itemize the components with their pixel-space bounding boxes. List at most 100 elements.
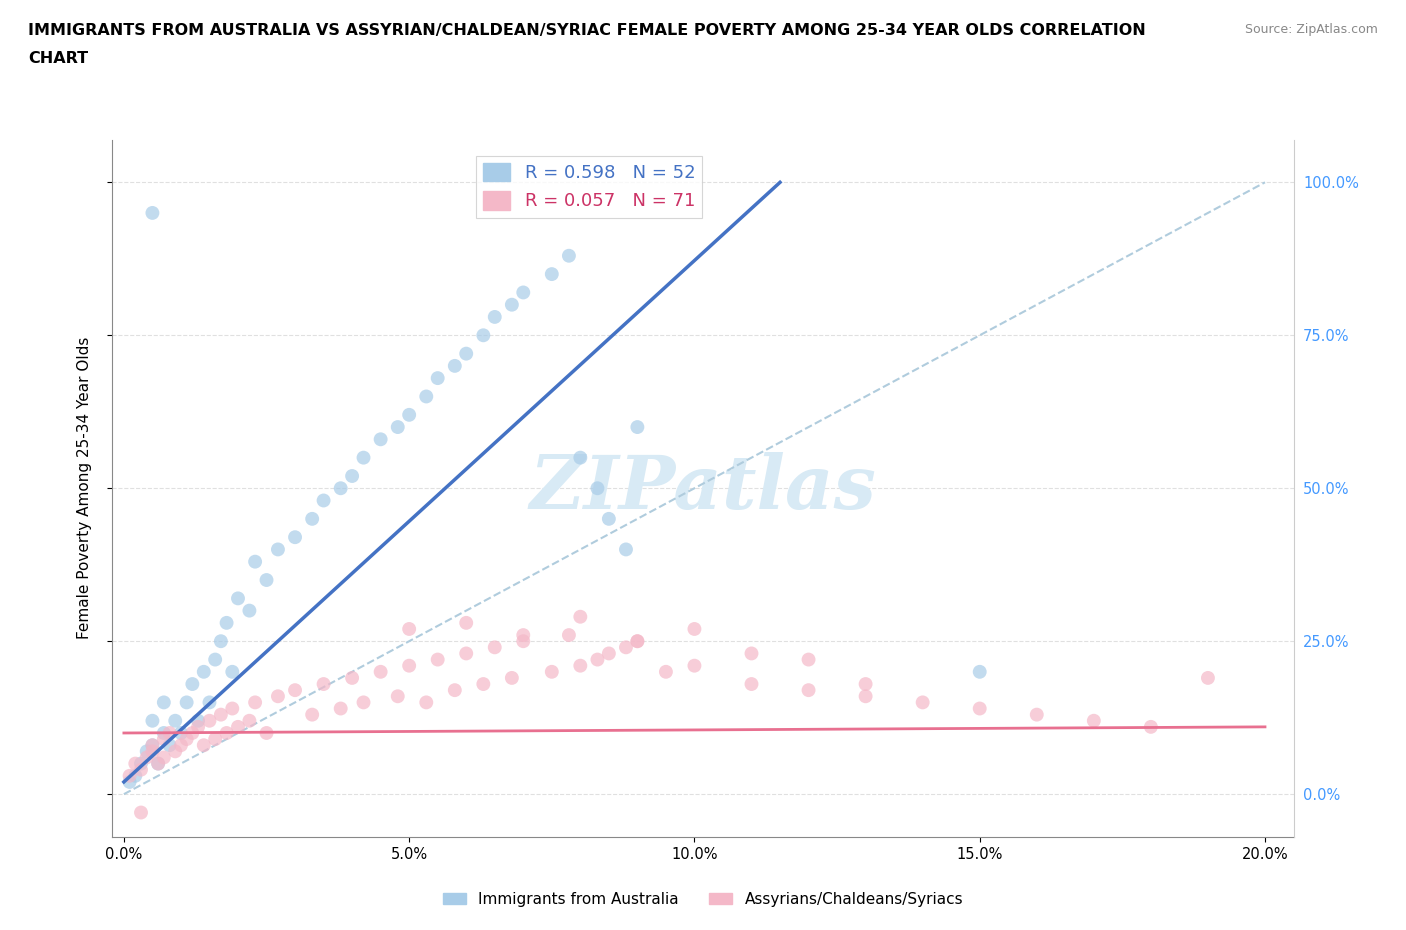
Point bbox=[598, 646, 620, 661]
Point bbox=[569, 450, 592, 465]
Point bbox=[501, 671, 523, 685]
Point bbox=[256, 573, 278, 588]
Point bbox=[512, 633, 534, 648]
Point bbox=[443, 358, 465, 373]
Point bbox=[141, 206, 163, 220]
Point bbox=[301, 512, 323, 526]
Point bbox=[221, 701, 243, 716]
Point bbox=[215, 616, 238, 631]
Point bbox=[181, 677, 204, 692]
Point bbox=[598, 512, 620, 526]
Point bbox=[198, 695, 221, 710]
Point bbox=[301, 707, 323, 722]
Point bbox=[204, 732, 226, 747]
Point bbox=[586, 481, 609, 496]
Text: ZIPatlas: ZIPatlas bbox=[530, 452, 876, 525]
Point bbox=[243, 554, 266, 569]
Point bbox=[855, 689, 877, 704]
Point bbox=[176, 695, 198, 710]
Point bbox=[1025, 707, 1047, 722]
Legend: Immigrants from Australia, Assyrians/Chaldeans/Syriacs: Immigrants from Australia, Assyrians/Cha… bbox=[437, 886, 969, 913]
Point bbox=[129, 805, 152, 820]
Point bbox=[456, 646, 478, 661]
Point bbox=[911, 695, 934, 710]
Point bbox=[1140, 720, 1163, 735]
Point bbox=[472, 677, 495, 692]
Point bbox=[141, 737, 163, 752]
Point bbox=[484, 640, 506, 655]
Point bbox=[135, 750, 157, 764]
Point bbox=[267, 689, 290, 704]
Point bbox=[683, 658, 706, 673]
Point bbox=[181, 725, 204, 740]
Point bbox=[146, 756, 169, 771]
Point bbox=[176, 732, 198, 747]
Point bbox=[558, 248, 581, 263]
Point bbox=[797, 652, 820, 667]
Point bbox=[626, 419, 648, 434]
Point bbox=[443, 683, 465, 698]
Point bbox=[340, 469, 363, 484]
Point bbox=[198, 713, 221, 728]
Point bbox=[141, 737, 163, 752]
Text: CHART: CHART bbox=[28, 51, 89, 66]
Point bbox=[398, 621, 420, 636]
Point bbox=[969, 664, 991, 679]
Point bbox=[187, 720, 209, 735]
Point bbox=[398, 658, 420, 673]
Point bbox=[238, 604, 260, 618]
Text: Source: ZipAtlas.com: Source: ZipAtlas.com bbox=[1244, 23, 1378, 36]
Point bbox=[312, 677, 335, 692]
Point bbox=[1197, 671, 1219, 685]
Point bbox=[415, 695, 437, 710]
Point bbox=[540, 267, 562, 282]
Point bbox=[129, 756, 152, 771]
Point bbox=[215, 725, 238, 740]
Point bbox=[558, 628, 581, 643]
Point bbox=[312, 493, 335, 508]
Point bbox=[170, 737, 193, 752]
Point bbox=[569, 658, 592, 673]
Point bbox=[387, 419, 409, 434]
Point bbox=[512, 628, 534, 643]
Point bbox=[472, 328, 495, 343]
Point bbox=[484, 310, 506, 325]
Point bbox=[855, 677, 877, 692]
Point bbox=[153, 725, 176, 740]
Point bbox=[398, 407, 420, 422]
Point bbox=[614, 640, 637, 655]
Point bbox=[118, 768, 141, 783]
Point bbox=[614, 542, 637, 557]
Point bbox=[187, 713, 209, 728]
Point bbox=[387, 689, 409, 704]
Point bbox=[170, 725, 193, 740]
Point bbox=[238, 713, 260, 728]
Point bbox=[426, 652, 449, 667]
Point bbox=[256, 725, 278, 740]
Text: IMMIGRANTS FROM AUSTRALIA VS ASSYRIAN/CHALDEAN/SYRIAC FEMALE POVERTY AMONG 25-34: IMMIGRANTS FROM AUSTRALIA VS ASSYRIAN/CH… bbox=[28, 23, 1146, 38]
Point bbox=[370, 664, 392, 679]
Point bbox=[141, 744, 163, 759]
Point bbox=[124, 768, 146, 783]
Point bbox=[370, 432, 392, 446]
Point bbox=[193, 737, 215, 752]
Point bbox=[456, 346, 478, 361]
Point bbox=[626, 633, 648, 648]
Point bbox=[353, 695, 375, 710]
Legend: R = 0.598   N = 52, R = 0.057   N = 71: R = 0.598 N = 52, R = 0.057 N = 71 bbox=[475, 155, 703, 218]
Point bbox=[243, 695, 266, 710]
Point bbox=[797, 683, 820, 698]
Point bbox=[204, 652, 226, 667]
Point bbox=[165, 744, 187, 759]
Point bbox=[740, 646, 762, 661]
Point bbox=[226, 720, 249, 735]
Point bbox=[146, 756, 169, 771]
Point bbox=[340, 671, 363, 685]
Point bbox=[284, 530, 307, 545]
Point bbox=[415, 389, 437, 404]
Point bbox=[165, 713, 187, 728]
Point bbox=[329, 701, 352, 716]
Point bbox=[740, 677, 762, 692]
Point bbox=[153, 695, 176, 710]
Point bbox=[512, 285, 534, 299]
